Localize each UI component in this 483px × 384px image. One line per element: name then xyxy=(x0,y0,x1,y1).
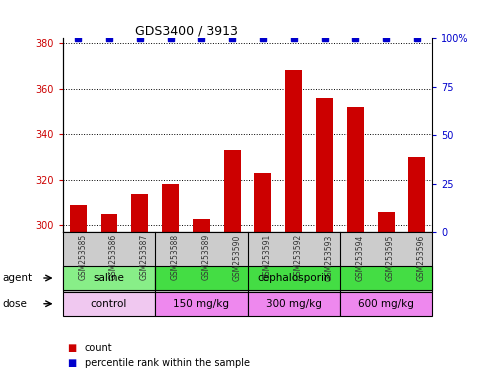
Bar xyxy=(100,214,117,232)
Text: GSM253588: GSM253588 xyxy=(170,234,180,280)
Text: dose: dose xyxy=(2,299,28,309)
Text: percentile rank within the sample: percentile rank within the sample xyxy=(85,358,250,368)
Bar xyxy=(131,194,148,232)
Text: GSM253596: GSM253596 xyxy=(417,234,426,281)
Text: count: count xyxy=(85,343,112,353)
Bar xyxy=(285,70,302,232)
Text: cephalosporin: cephalosporin xyxy=(257,273,330,283)
Text: control: control xyxy=(91,299,127,309)
Bar xyxy=(224,150,241,232)
Bar xyxy=(162,184,179,232)
Text: saline: saline xyxy=(94,273,125,283)
Text: GSM253589: GSM253589 xyxy=(201,234,211,280)
Text: GSM253595: GSM253595 xyxy=(386,234,395,281)
Text: GSM253594: GSM253594 xyxy=(355,234,364,281)
Bar xyxy=(316,98,333,232)
Bar xyxy=(255,173,271,232)
Text: GDS3400 / 3913: GDS3400 / 3913 xyxy=(135,25,238,38)
Text: GSM253590: GSM253590 xyxy=(232,234,241,281)
Text: GSM253586: GSM253586 xyxy=(109,234,118,280)
Bar xyxy=(70,205,86,232)
Bar xyxy=(347,107,364,232)
Text: GSM253587: GSM253587 xyxy=(140,234,149,280)
Text: ■: ■ xyxy=(68,358,77,368)
Text: 600 mg/kg: 600 mg/kg xyxy=(358,299,414,309)
Text: GSM253592: GSM253592 xyxy=(294,234,303,280)
Bar xyxy=(409,157,426,232)
Text: agent: agent xyxy=(2,273,32,283)
Text: 300 mg/kg: 300 mg/kg xyxy=(266,299,322,309)
Text: GSM253593: GSM253593 xyxy=(325,234,334,281)
Text: ■: ■ xyxy=(68,343,77,353)
Text: GSM253585: GSM253585 xyxy=(78,234,87,280)
Bar xyxy=(378,212,395,232)
Text: GSM253591: GSM253591 xyxy=(263,234,272,280)
Text: 150 mg/kg: 150 mg/kg xyxy=(173,299,229,309)
Bar xyxy=(193,218,210,232)
